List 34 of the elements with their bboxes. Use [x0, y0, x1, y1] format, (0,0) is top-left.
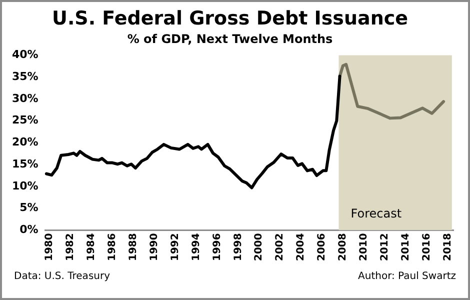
- y-tick-label: 30%: [12, 92, 38, 105]
- x-tick-label: 1982: [65, 233, 76, 262]
- x-tick-label: 2008: [338, 233, 349, 262]
- y-tick-label: 0%: [20, 223, 38, 236]
- x-tick-label: 1980: [44, 233, 56, 262]
- x-tick-label: 2004: [296, 233, 307, 262]
- x-tick-label: 1994: [190, 233, 202, 262]
- x-tick-label: 2010: [358, 233, 370, 262]
- x-tick-label: 2006: [316, 233, 328, 262]
- y-tick-label: 25%: [12, 114, 38, 127]
- y-tick-label: 20%: [12, 136, 38, 149]
- x-tick-label: 2012: [379, 233, 390, 262]
- band-label: Forecast: [350, 206, 402, 220]
- x-tick-label: 2016: [421, 233, 432, 262]
- x-tick-label: 1992: [170, 233, 181, 262]
- x-tick-label: 1996: [212, 233, 223, 262]
- x-tick-label: 1990: [148, 233, 160, 262]
- y-tick-label: 35%: [12, 70, 38, 83]
- chart-subtitle: % of GDP, Next Twelve Months: [127, 32, 333, 46]
- x-tick-label: 1988: [128, 233, 139, 262]
- y-tick-label: 15%: [12, 157, 38, 170]
- text: Data: U.S. Treasury: [14, 270, 112, 283]
- text: Author: Paul Swartz: [358, 270, 456, 283]
- x-tick-label: 2002: [274, 233, 286, 262]
- chart-title: U.S. Federal Gross Debt Issuance: [52, 7, 408, 30]
- x-tick-label: 1986: [107, 233, 118, 262]
- x-tick-label: 2000: [254, 233, 265, 262]
- x-tick-label: 1984: [86, 233, 98, 262]
- y-tick-label: 5%: [20, 201, 38, 214]
- y-tick-label: 10%: [12, 179, 38, 192]
- x-tick-label: 1998: [232, 233, 244, 262]
- y-tick-label: 40%: [12, 48, 38, 62]
- x-tick-label: 2018: [442, 233, 454, 262]
- x-tick-label: 2014: [400, 233, 412, 262]
